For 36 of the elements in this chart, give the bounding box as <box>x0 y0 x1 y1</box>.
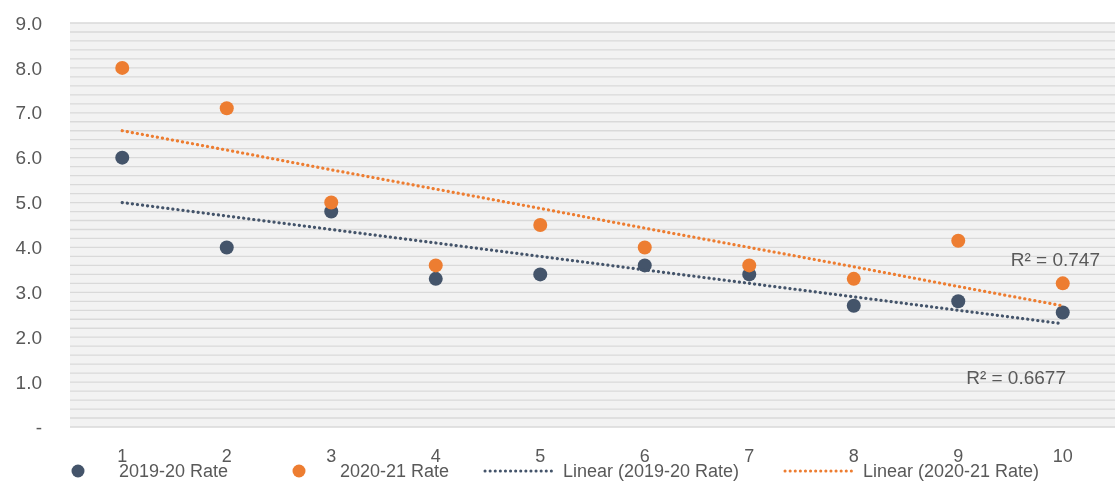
point <box>115 60 130 75</box>
y-tick-label: 7.0 <box>15 102 42 124</box>
y-tick-label: 1.0 <box>15 371 42 393</box>
y-tick-label: 4.0 <box>15 237 42 259</box>
x-tick-label: 8 <box>848 446 859 466</box>
y-tick-label: - <box>35 416 42 438</box>
annotation: R² = 0.747 <box>1010 248 1100 270</box>
x-tick-label: 7 <box>744 446 755 466</box>
y-tick-label: 8.0 <box>15 57 42 79</box>
point <box>533 267 548 282</box>
point <box>324 195 339 210</box>
point <box>533 218 548 232</box>
y-tick-label: 6.0 <box>15 147 42 169</box>
point <box>742 258 757 273</box>
legend-label: Linear (2019-20 Rate) <box>563 461 740 481</box>
point <box>1055 305 1070 320</box>
legend-label: Linear (2020-21 Rate) <box>863 461 1040 481</box>
point <box>846 298 861 313</box>
point <box>846 271 861 286</box>
x-tick-label: 5 <box>535 446 546 466</box>
y-tick-label: 2.0 <box>15 326 42 348</box>
point <box>1055 276 1070 291</box>
point <box>428 258 443 273</box>
annotation: R² = 0.6677 <box>966 366 1066 388</box>
point <box>951 294 966 309</box>
y-tick-label: 3.0 <box>15 281 42 303</box>
point <box>219 101 234 116</box>
point <box>637 240 652 255</box>
y-tick-label: 9.0 <box>15 12 42 34</box>
y-tick-label: 5.0 <box>15 192 42 214</box>
point <box>115 150 130 165</box>
x-tick-label: 10 <box>1052 446 1073 466</box>
point <box>951 233 966 248</box>
x-tick-label: 3 <box>326 446 337 466</box>
point <box>428 271 443 286</box>
point <box>219 240 234 255</box>
